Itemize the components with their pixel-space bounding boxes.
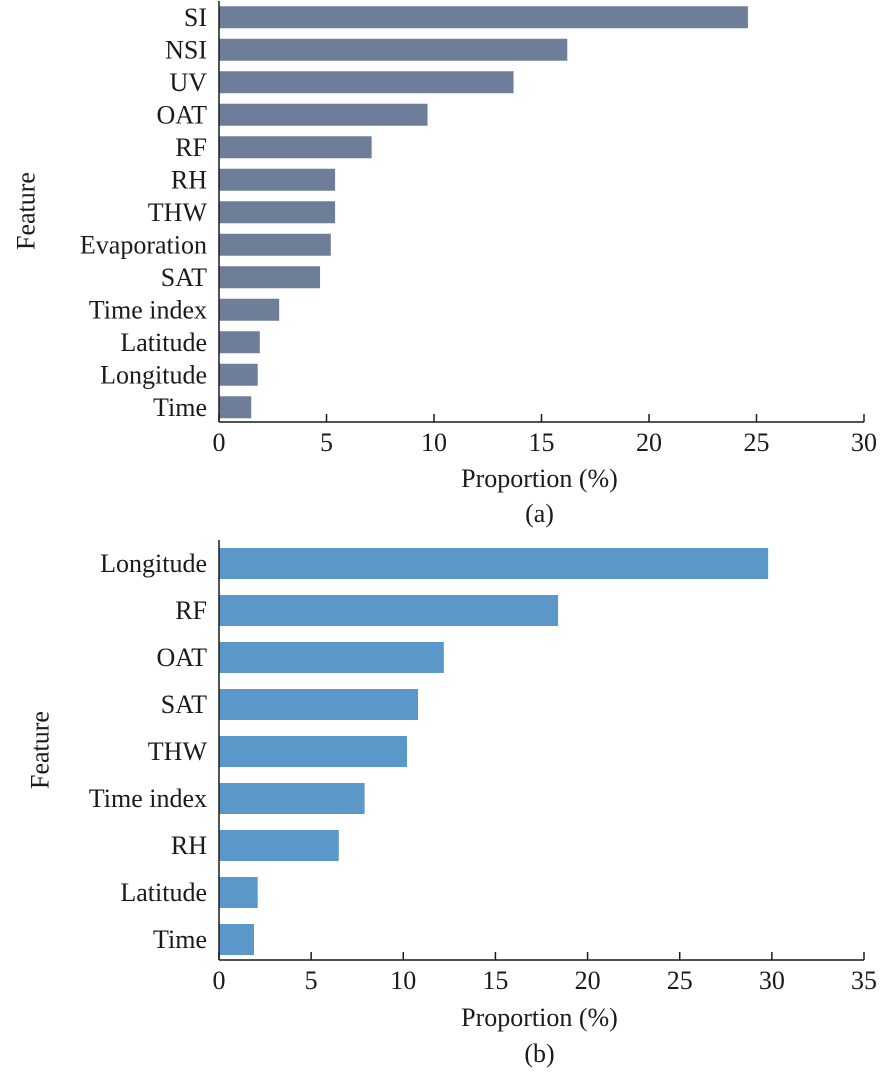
bar-a-4 xyxy=(219,136,372,159)
category-label-b-7: Latitude xyxy=(120,878,207,907)
bar-a-6 xyxy=(219,201,336,224)
panel-label-a: (a) xyxy=(525,499,554,528)
category-label-b-1: RF xyxy=(175,596,207,625)
bar-b-2 xyxy=(219,642,444,673)
category-label-b-5: Time index xyxy=(89,784,207,813)
category-label-b-3: SAT xyxy=(161,690,207,719)
category-label-a-5: RH xyxy=(171,165,207,194)
x-tick-label-b-5: 25 xyxy=(667,966,693,995)
bar-a-3 xyxy=(219,103,428,126)
bar-b-7 xyxy=(219,877,258,908)
category-label-a-0: SI xyxy=(184,3,207,32)
bar-b-6 xyxy=(219,830,339,861)
category-label-a-7: Evaporation xyxy=(80,230,207,259)
bar-a-1 xyxy=(219,38,568,61)
x-tick-label-b-2: 10 xyxy=(390,966,416,995)
chart-panel-a: SI NSI UV OAT RF RH THW Evaporation SAT Time inde… xyxy=(12,1,877,528)
x-tick-label-b-7: 35 xyxy=(851,966,877,995)
x-tick-label-a-4: 20 xyxy=(636,428,662,457)
bar-b-0 xyxy=(219,548,769,579)
x-tick-label-b-6: 30 xyxy=(759,966,785,995)
y-axis-label-a: Feature xyxy=(12,172,41,250)
bar-b-4 xyxy=(219,736,407,767)
bar-a-10 xyxy=(219,331,260,354)
bar-a-8 xyxy=(219,266,321,289)
x-tick-label-a-6: 30 xyxy=(851,428,877,457)
category-label-b-8: Time xyxy=(153,925,207,954)
x-tick-label-b-0: 0 xyxy=(213,966,226,995)
bar-a-2 xyxy=(219,71,514,94)
panel-label-b: (b) xyxy=(524,1039,554,1068)
bar-b-5 xyxy=(219,783,365,814)
bar-a-7 xyxy=(219,233,331,256)
category-label-a-12: Time xyxy=(153,393,207,422)
bar-b-3 xyxy=(219,689,419,720)
x-tick-label-b-1: 5 xyxy=(305,966,318,995)
category-label-a-6: THW xyxy=(148,198,208,227)
bar-b-1 xyxy=(219,595,559,626)
category-label-b-2: OAT xyxy=(156,643,207,672)
category-label-a-11: Longitude xyxy=(100,360,207,389)
category-label-a-1: NSI xyxy=(165,35,207,64)
category-label-a-3: OAT xyxy=(156,100,207,129)
bar-a-5 xyxy=(219,168,336,191)
x-tick-label-a-5: 25 xyxy=(744,428,770,457)
x-tick-label-a-2: 10 xyxy=(421,428,447,457)
category-label-b-0: Longitude xyxy=(100,549,207,578)
bar-b-8 xyxy=(219,924,255,955)
category-label-a-10: Latitude xyxy=(120,328,207,357)
bar-a-9 xyxy=(219,298,280,321)
bar-a-11 xyxy=(219,363,258,386)
category-label-a-4: RF xyxy=(175,133,207,162)
category-label-b-4: THW xyxy=(148,737,208,766)
category-label-b-6: RH xyxy=(171,831,207,860)
category-label-a-8: SAT xyxy=(161,263,207,292)
bar-a-0 xyxy=(219,6,748,29)
x-axis-label-b: Proportion (%) xyxy=(461,1003,618,1032)
x-axis-label-a: Proportion (%) xyxy=(461,464,618,493)
bar-a-12 xyxy=(219,396,252,419)
x-tick-label-a-3: 15 xyxy=(529,428,555,457)
x-tick-label-a-0: 0 xyxy=(213,428,226,457)
chart-panel-b: Longitude RF OAT SAT THW Time index RH Latitude… xyxy=(26,540,877,1068)
category-label-a-2: UV xyxy=(169,68,207,97)
x-tick-label-b-4: 20 xyxy=(575,966,601,995)
x-tick-label-a-1: 5 xyxy=(320,428,333,457)
category-label-a-9: Time index xyxy=(89,295,207,324)
x-tick-label-b-3: 15 xyxy=(482,966,508,995)
y-axis-label-b: Feature xyxy=(26,711,55,789)
